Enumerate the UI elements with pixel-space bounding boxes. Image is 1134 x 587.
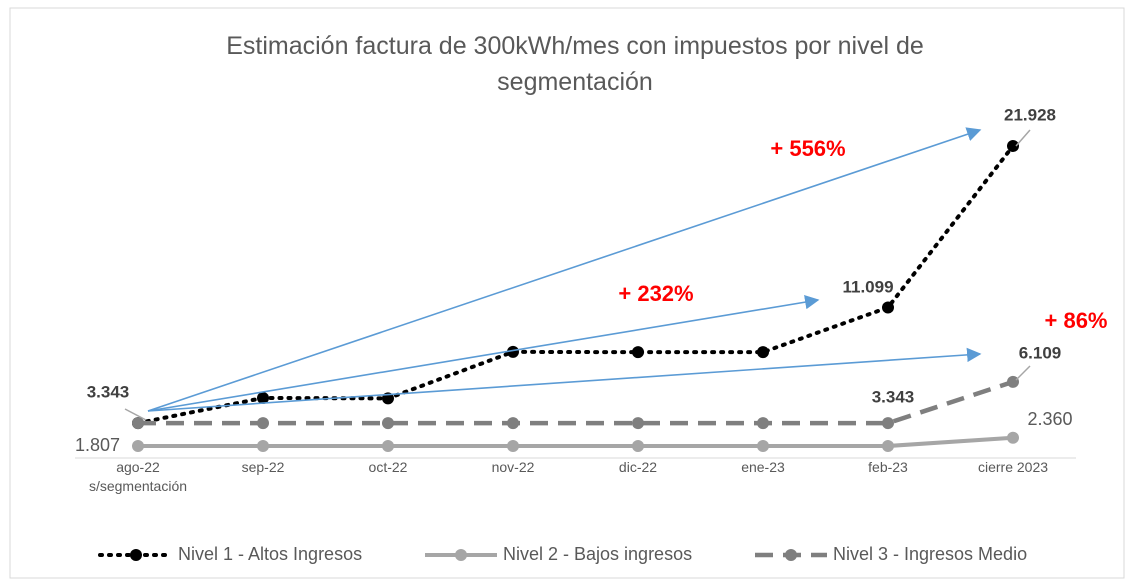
- frame: [9, 7, 1125, 579]
- series-line: [138, 435, 1014, 448]
- x-tick-label: feb-23: [868, 459, 908, 475]
- legend-label: Nivel 2 - Bajos ingresos: [503, 544, 692, 564]
- x-tick-label: ago-22 s/segmentación: [89, 459, 187, 494]
- point: [507, 345, 519, 358]
- point: [882, 301, 894, 314]
- x-tick-label: nov-22: [492, 459, 535, 475]
- point: [1007, 375, 1019, 388]
- annotation: + 556%: [770, 136, 845, 161]
- point: [757, 346, 769, 359]
- series-line: [136, 144, 1015, 426]
- data-label: 3.343: [872, 387, 915, 406]
- x-tick-label: oct-22: [369, 459, 408, 475]
- point: [257, 391, 269, 404]
- legend-marker: [785, 549, 797, 561]
- point: [632, 346, 644, 359]
- legend-label: Nivel 1 - Altos Ingresos: [178, 544, 362, 564]
- point: [632, 440, 644, 452]
- point: [1007, 431, 1019, 444]
- point: [757, 417, 769, 430]
- x-tick-label: dic-22: [619, 459, 657, 475]
- point: [257, 417, 269, 430]
- point: [632, 417, 644, 430]
- data-label: 11.099: [842, 277, 893, 296]
- leader-line: [1015, 129, 1031, 147]
- point: [757, 440, 769, 452]
- point: [132, 417, 144, 430]
- arrow: [147, 295, 820, 412]
- point: [882, 417, 894, 430]
- point: [507, 417, 519, 430]
- legend-label: Nivel 3 - Ingresos Medio: [833, 544, 1027, 564]
- x-tick-label: sep-22: [242, 459, 285, 475]
- annotation: + 232%: [618, 281, 693, 306]
- legend-marker: [455, 549, 467, 561]
- legend-marker: [130, 549, 142, 561]
- point: [257, 440, 269, 452]
- x-tick-label: cierre 2023: [978, 459, 1048, 475]
- leader-line: [124, 408, 147, 421]
- data-label: 6.109: [1019, 343, 1062, 362]
- chart-title: Estimación factura de 300kWh/mes con imp…: [226, 32, 924, 96]
- point: [132, 440, 144, 452]
- point: [382, 440, 394, 452]
- data-label: 1.807: [75, 435, 120, 455]
- point: [382, 417, 394, 430]
- data-label: 21.928: [1004, 105, 1056, 124]
- arrow: [147, 127, 982, 412]
- series-line: [138, 379, 1014, 426]
- point: [507, 440, 519, 452]
- leader-line: [1015, 365, 1031, 381]
- annotation: + 86%: [1045, 308, 1108, 333]
- data-label: 2.360: [1027, 409, 1072, 429]
- point: [882, 440, 894, 452]
- arrow: [147, 347, 982, 412]
- point: [1007, 140, 1019, 152]
- x-tick-label: ene-23: [741, 459, 785, 475]
- data-label: 3.343: [87, 382, 130, 401]
